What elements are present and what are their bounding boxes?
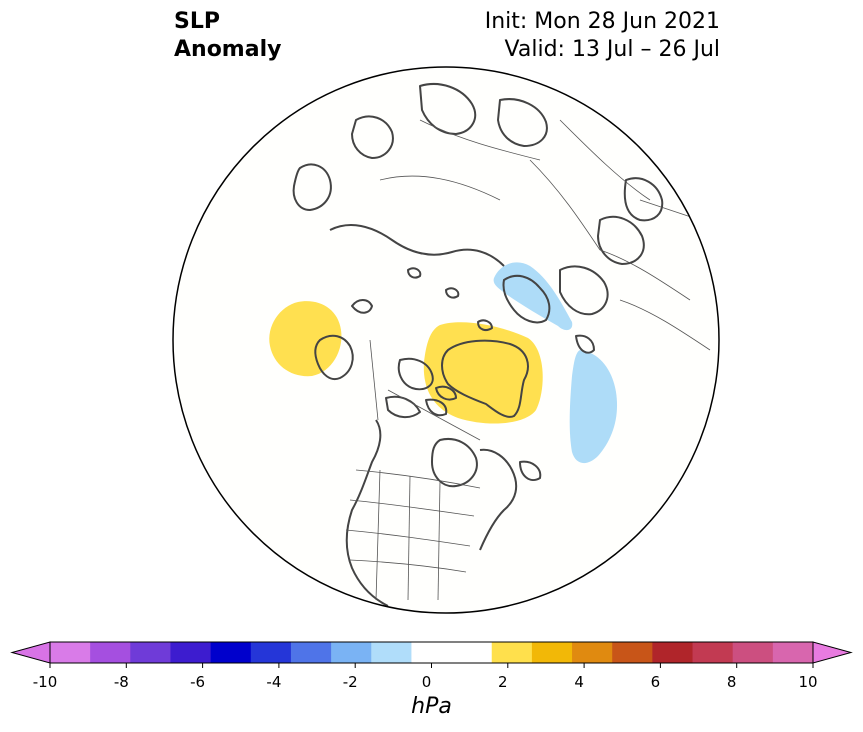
anomaly-scandinavia [493,262,573,331]
colorbar-bin [371,642,412,663]
colorbar-bin [90,642,131,663]
colorbar-tick-label: 10 [798,673,817,691]
colorbar-tick-label: -2 [343,673,358,691]
title-line-2: Anomaly [174,37,282,62]
colorbar-tick-label: 0 [422,673,432,691]
colorbar-extend-high [812,641,853,664]
colorbar-bin [572,642,613,663]
colorbar-bin [50,642,91,663]
colorbar-unit: hPa [411,694,452,719]
valid-range: Valid: 13 Jul – 26 Jul [504,37,720,62]
colorbar-tick-label: 2 [498,673,508,691]
anomaly-north-pacific [269,301,342,377]
colorbar-bin [411,642,453,663]
colorbar-tick-label: 4 [574,673,584,691]
colorbar-bin [652,642,694,663]
colorbar-tick-label: 6 [651,673,661,691]
colorbar-tick-label: -8 [114,673,129,691]
anomaly-northeast-atlantic [569,350,618,464]
colorbar-bin [250,642,292,663]
colorbar-bin [491,642,533,663]
colorbar-bin [772,642,814,663]
polar-map [172,66,720,614]
colorbar-ticks: -10 -8 -6 -4 -2 0 2 4 6 8 10 [33,663,818,691]
colorbar-bin [290,642,332,663]
colorbar-bin [692,642,734,663]
colorbar-bin [170,642,212,663]
colorbar-bin [531,642,573,663]
colorbar-extend-low [10,641,51,664]
map-title: SLP Anomaly [174,8,281,64]
forecast-dates: Init: Mon 28 Jun 2021 Valid: 13 Jul – 26… [485,8,720,64]
colorbar-bin [612,642,653,663]
init-date: Init: Mon 28 Jun 2021 [484,9,720,34]
anomaly-greenland [423,322,543,424]
colorbar: -10 -8 -6 -4 -2 0 2 4 6 8 10 [10,641,853,691]
map-boundary [172,66,720,614]
colorbar-bin [130,642,171,663]
colorbar-tick-label: 8 [727,673,737,691]
colorbar-bins [10,641,853,664]
colorbar-bin [451,642,493,663]
colorbar-tick-label: -6 [190,673,205,691]
colorbar-bin [732,642,774,663]
title-line-1: SLP [174,9,220,34]
colorbar-tick-label: -10 [33,673,58,691]
borders [345,119,711,601]
colorbar-bin [210,642,252,663]
colorbar-bin [331,642,372,663]
colorbar-tick-label: -4 [266,673,281,691]
